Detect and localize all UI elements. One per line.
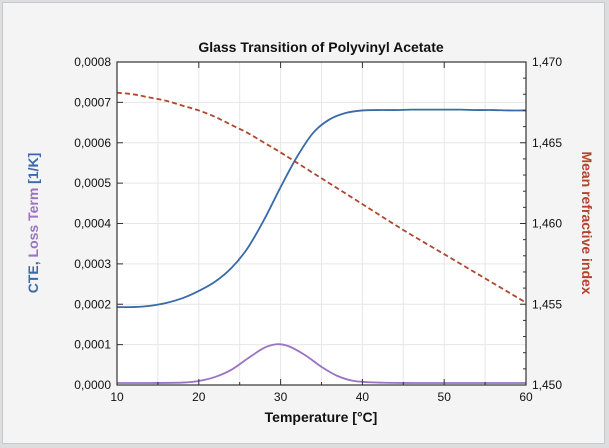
y-tick-label: 0,0002 xyxy=(74,297,111,311)
x-tick-label: 40 xyxy=(356,390,370,404)
y2-tick-label: 1,455 xyxy=(532,297,562,311)
y2-tick-label: 1,460 xyxy=(532,217,562,231)
y2-tick-label: 1,465 xyxy=(532,136,562,150)
y-label-part: CTE xyxy=(25,265,41,293)
x-tick-label: 30 xyxy=(274,390,288,404)
y-tick-label: 0,0005 xyxy=(74,176,111,190)
y-tick-label: 0,0006 xyxy=(74,136,111,150)
x-tick-label: 60 xyxy=(519,390,533,404)
grid xyxy=(117,62,526,385)
y2-tick-label: 1,470 xyxy=(532,55,562,69)
chart-title: Glass Transition of Polyvinyl Acetate xyxy=(198,39,444,55)
cte-line xyxy=(116,108,527,309)
x-tick-label: 10 xyxy=(110,390,124,404)
y-tick-label: 0,0001 xyxy=(74,338,111,352)
y-axis-label: CTE, Loss Term [1/K] xyxy=(25,153,41,294)
x-tick-label: 50 xyxy=(438,390,452,404)
y-tick-label: 0,0000 xyxy=(74,378,111,392)
y-tick-label: 0,0003 xyxy=(74,257,111,271)
y-label-part: Loss Term xyxy=(25,188,41,258)
y-label-part: [1/K] xyxy=(25,153,41,188)
x-axis-label: Temperature [°C] xyxy=(265,409,378,425)
x-tick-label: 20 xyxy=(192,390,206,404)
y-label-part: , xyxy=(25,257,41,265)
y-tick-label: 0,0004 xyxy=(74,217,111,231)
ticks: 10 20 30 40 50 60 0,0000 0,0001 0,0002 0,0003 0,00… xyxy=(74,55,562,404)
y2-tick-label: 1,450 xyxy=(532,378,562,392)
y-tick-label: 0,0007 xyxy=(74,95,111,109)
refractive-index-line xyxy=(116,91,527,304)
y2-axis-label: Mean refractive index xyxy=(579,151,595,294)
y-tick-label: 0,0008 xyxy=(74,55,111,69)
